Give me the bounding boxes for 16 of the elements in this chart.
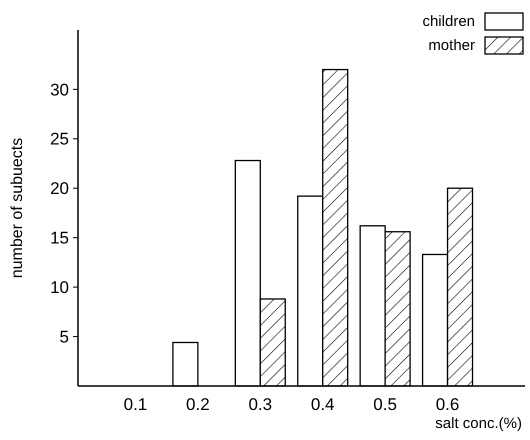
y-tick-label: 5 bbox=[60, 328, 69, 347]
y-tick-label: 10 bbox=[50, 278, 69, 298]
x-tick-label: 0.6 bbox=[436, 395, 460, 414]
legend-label: children bbox=[422, 13, 475, 30]
legend-label: mother bbox=[428, 37, 475, 54]
x-tick-label: 0.5 bbox=[373, 395, 397, 414]
x-tick-label: 0.4 bbox=[310, 395, 335, 414]
x-axis-title: salt conc.(%) bbox=[435, 415, 522, 432]
y-axis-title: number of subuects bbox=[9, 138, 26, 278]
y-tick-label: 30 bbox=[50, 80, 69, 100]
y-tick-label: 20 bbox=[50, 179, 69, 198]
x-tick-label: 0.3 bbox=[248, 395, 272, 414]
y-tick-label: 15 bbox=[50, 228, 69, 248]
x-tick-label: 0.2 bbox=[186, 395, 210, 414]
y-tick-label: 25 bbox=[50, 130, 69, 149]
x-tick-label: 0.1 bbox=[124, 395, 148, 414]
